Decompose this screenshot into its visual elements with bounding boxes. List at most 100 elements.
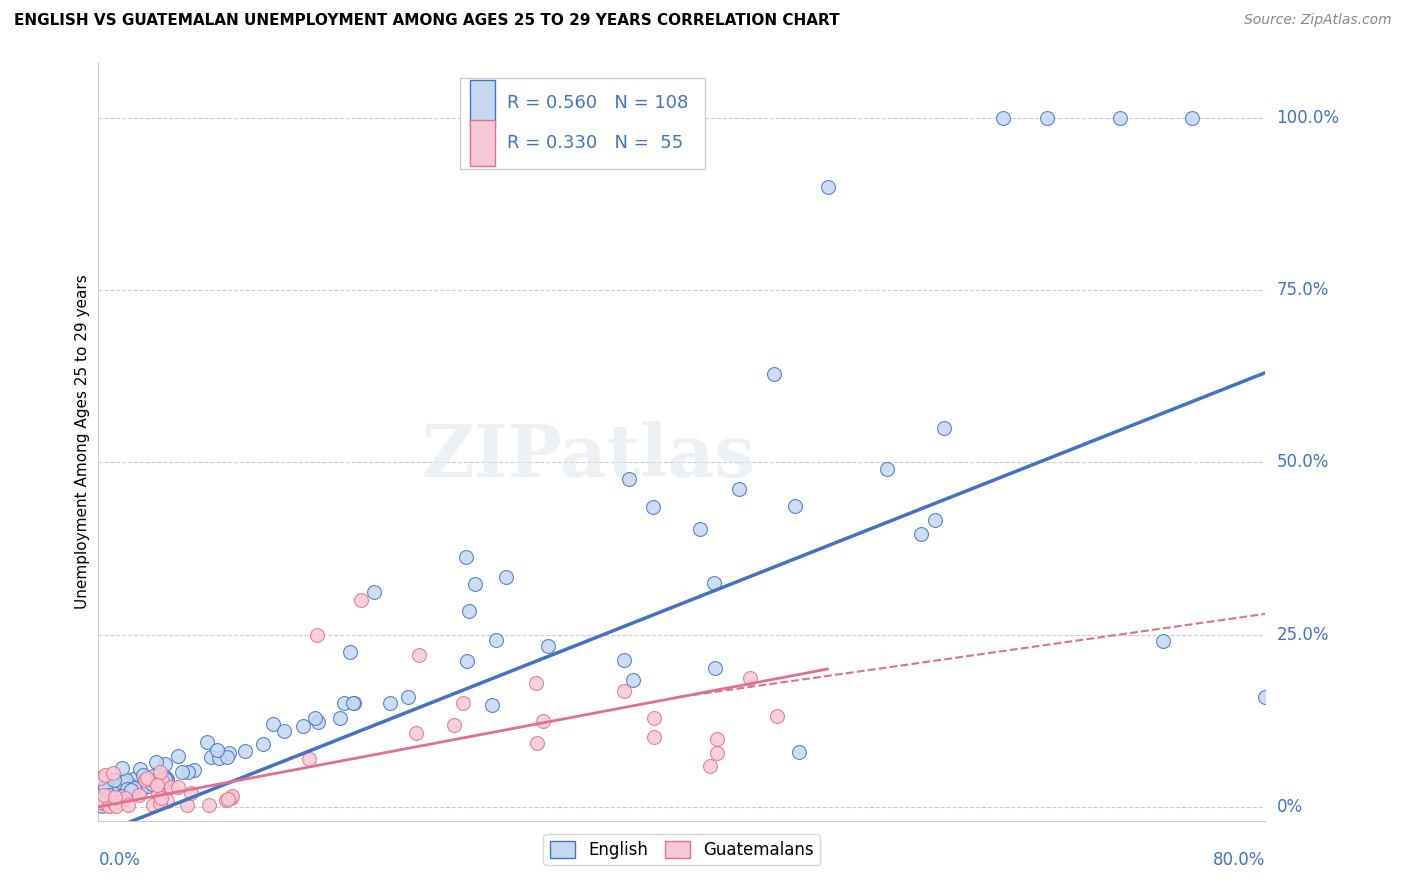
Point (104, 789, 127, 804)
Point (263, 716, 285, 731)
Point (205, 742, 228, 756)
Point (924, 513, 946, 527)
Point (94, 780, 117, 794)
Point (97, 799, 120, 814)
Point (396, 690, 419, 704)
Point (1152, 634, 1174, 648)
Point (273, 723, 295, 738)
Point (136, 772, 159, 786)
Point (149, 796, 172, 810)
Point (643, 500, 665, 514)
Point (495, 570, 517, 584)
Point (121, 772, 143, 786)
Text: ENGLISH VS GUATEMALAN UNEMPLOYMENT AMONG AGES 25 TO 29 YEARS CORRELATION CHART: ENGLISH VS GUATEMALAN UNEMPLOYMENT AMONG… (14, 13, 839, 29)
Point (219, 791, 242, 805)
Y-axis label: Unemployment Among Ages 25 to 29 years: Unemployment Among Ages 25 to 29 years (75, 274, 90, 609)
Point (991, 111, 1014, 125)
Point (112, 783, 135, 797)
Point (97, 799, 120, 814)
Point (98, 782, 121, 797)
Point (98, 788, 121, 802)
Bar (470, 80, 495, 126)
Point (456, 654, 478, 668)
Point (740, 672, 762, 686)
Point (139, 774, 162, 789)
Point (252, 737, 274, 751)
Point (117, 798, 139, 813)
Point (217, 792, 239, 806)
Point (142, 769, 165, 783)
Point (1108, 111, 1130, 125)
Point (114, 791, 136, 805)
Point (115, 781, 138, 796)
Point (97, 793, 120, 807)
Point (1181, 111, 1204, 125)
Point (90, 772, 112, 786)
Point (90, 797, 112, 812)
Point (153, 775, 176, 789)
Point (1254, 690, 1277, 704)
Point (481, 698, 503, 713)
Point (128, 762, 150, 776)
Point (643, 711, 665, 725)
Text: 75.0%: 75.0% (1277, 281, 1329, 299)
Point (155, 770, 177, 784)
Point (787, 745, 810, 759)
Point (124, 780, 146, 795)
Legend: English, Guatemalans: English, Guatemalans (543, 834, 821, 865)
Point (180, 786, 202, 800)
Point (166, 748, 188, 763)
Point (103, 797, 125, 811)
Point (208, 751, 231, 765)
Point (217, 750, 239, 764)
Text: 100.0%: 100.0% (1277, 109, 1340, 127)
Point (103, 790, 125, 805)
Point (643, 730, 665, 744)
Point (105, 798, 128, 813)
Point (200, 750, 222, 764)
Point (1035, 111, 1057, 125)
Point (91, 794, 114, 808)
Point (89, 795, 111, 809)
Point (343, 697, 366, 711)
Point (110, 781, 132, 796)
Point (103, 786, 125, 800)
Text: 25.0%: 25.0% (1277, 625, 1329, 643)
Point (100, 782, 122, 797)
Point (129, 783, 152, 797)
Point (215, 793, 238, 807)
Point (120, 783, 142, 797)
Point (458, 604, 481, 618)
Point (405, 726, 427, 740)
Point (100, 781, 122, 796)
Point (110, 789, 132, 803)
Point (763, 367, 786, 381)
Point (464, 577, 486, 591)
Point (148, 787, 170, 801)
Point (93, 788, 115, 802)
Text: 50.0%: 50.0% (1277, 453, 1329, 471)
Point (153, 772, 176, 786)
Point (167, 780, 190, 794)
FancyBboxPatch shape (460, 78, 706, 169)
Point (112, 775, 135, 789)
Point (612, 684, 634, 698)
Point (160, 780, 183, 794)
Point (149, 764, 172, 779)
Point (142, 797, 165, 812)
Point (111, 761, 134, 775)
Point (176, 797, 198, 812)
Point (183, 764, 205, 778)
Text: Source: ZipAtlas.com: Source: ZipAtlas.com (1244, 13, 1392, 28)
Point (292, 718, 315, 732)
Point (104, 786, 127, 800)
Point (699, 759, 721, 773)
Point (408, 648, 430, 663)
Point (114, 776, 136, 790)
Point (103, 765, 125, 780)
Point (121, 779, 143, 793)
Point (136, 779, 159, 793)
Point (198, 797, 221, 812)
Point (537, 639, 560, 653)
Point (783, 499, 806, 513)
